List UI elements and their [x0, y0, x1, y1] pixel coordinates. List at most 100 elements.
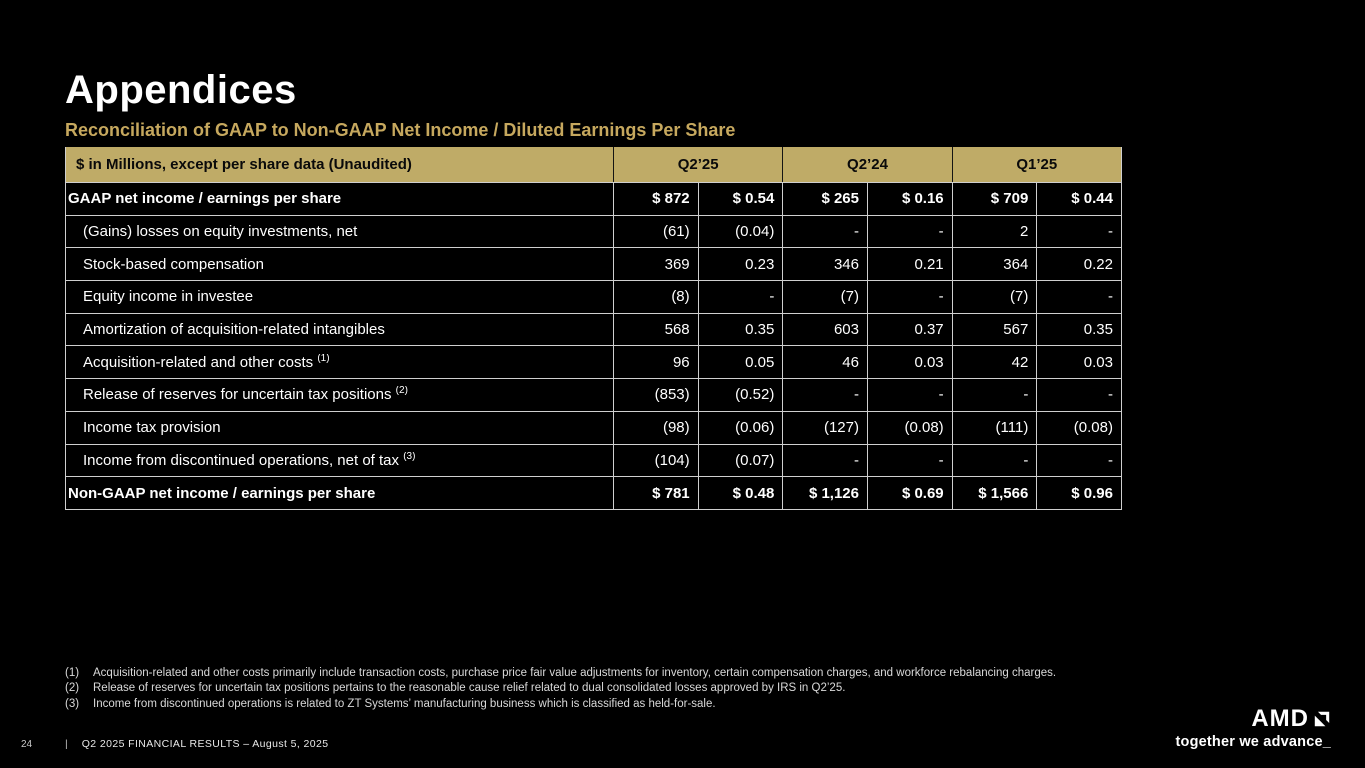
cell-value: - — [697, 281, 783, 313]
amd-wordmark: AMD — [1251, 705, 1309, 732]
footnote-line: (2) Release of reserves for uncertain tax… — [65, 681, 1056, 696]
row-label: Release of reserves for uncertain tax po… — [83, 386, 408, 404]
table-row: (Gains) losses on equity investments, ne… — [66, 214, 1121, 248]
cell-value: $ 1,566 — [951, 477, 1037, 509]
cell-value: 603 — [782, 313, 867, 346]
cell-value: 46 — [782, 346, 867, 379]
row-label: Non-GAAP net income / earnings per share — [68, 484, 376, 502]
cell-value: $ 0.48 — [697, 477, 783, 509]
cell-value: 0.03 — [866, 346, 952, 379]
cell-value: $ 0.16 — [866, 183, 952, 215]
cell-value: $ 709 — [951, 183, 1037, 215]
row-label: Income tax provision — [83, 419, 221, 437]
cell-value: (104) — [613, 444, 698, 477]
row-label: Stock-based compensation — [83, 255, 264, 273]
footnote-marker: (2) — [395, 386, 408, 397]
cell-value: - — [1036, 444, 1121, 477]
cell-value: (98) — [613, 411, 698, 444]
page-number: 24 — [21, 739, 33, 750]
cell-value: $ 0.44 — [1036, 183, 1121, 215]
cell-value: $ 0.54 — [697, 183, 783, 215]
cell-value: - — [866, 444, 952, 477]
cell-value: (0.52) — [697, 379, 783, 411]
cell-value: 0.03 — [1036, 346, 1121, 379]
cell-value: $ 0.96 — [1036, 477, 1121, 509]
cell-value: (61) — [613, 215, 698, 248]
footnote-marker: (3) — [403, 451, 416, 462]
table-row: Acquisition-related and other costs (1) 9… — [66, 345, 1121, 379]
table-body: GAAP net income / earnings per share $ 87… — [66, 182, 1121, 509]
cell-value: - — [1036, 281, 1121, 313]
cell-value: 0.21 — [866, 248, 952, 281]
cell-value: (127) — [782, 411, 867, 444]
cell-value: 369 — [613, 248, 698, 281]
cell-value: (0.06) — [697, 411, 783, 444]
table-header-label: $ in Millions, except per share data (Un… — [76, 156, 412, 173]
row-label: (Gains) losses on equity investments, ne… — [83, 223, 358, 241]
cell-value: 96 — [613, 346, 698, 379]
cell-value: (7) — [782, 281, 867, 313]
amd-arrow-icon — [1314, 711, 1330, 727]
table-row: Stock-based compensation 369 0.23 346 0.21 36… — [66, 247, 1121, 281]
table-row: GAAP net income / earnings per share $ 87… — [66, 182, 1121, 215]
row-label: Amortization of acquisition-related inta… — [83, 321, 385, 339]
cell-value: - — [1036, 379, 1121, 411]
row-label: GAAP net income / earnings per share — [68, 190, 342, 208]
cell-value: - — [866, 281, 952, 313]
cell-value: 0.37 — [866, 313, 952, 346]
cell-value: (111) — [951, 411, 1037, 444]
footnote-text: Release of reserves for uncertain tax po… — [93, 682, 846, 695]
footer-text: Q2 2025 FINANCIAL RESULTS – August 5, 20… — [81, 738, 329, 750]
cell-value: - — [951, 444, 1037, 477]
cell-value: (853) — [613, 379, 698, 411]
cell-value: $ 781 — [613, 477, 698, 509]
table-header-row: $ in Millions, except per share data (Un… — [66, 147, 1121, 182]
column-header-q2-25: Q2’25 — [613, 147, 782, 182]
cell-value: (0.04) — [697, 215, 783, 248]
cell-value: - — [782, 215, 867, 248]
cell-value: $ 0.69 — [866, 477, 952, 509]
table-row: Income tax provision (98) (0.06) (127) (0.08… — [66, 410, 1121, 444]
cell-value: 0.23 — [697, 248, 783, 281]
cell-value: $ 872 — [613, 183, 698, 215]
cell-value: (0.07) — [697, 444, 783, 477]
table-row: Income from discontinued operations, net… — [66, 443, 1121, 477]
cell-value: 0.35 — [697, 313, 783, 346]
footnote-text: Income from discontinued operations is r… — [93, 697, 716, 710]
table-row: Release of reserves for uncertain tax po… — [66, 378, 1121, 411]
cell-value: (7) — [951, 281, 1037, 313]
footnote-number: (2) — [65, 682, 80, 695]
cell-value: - — [782, 379, 867, 411]
cell-value: 0.35 — [1036, 313, 1121, 346]
cell-value: 0.05 — [697, 346, 783, 379]
cell-value: 568 — [613, 313, 698, 346]
page-title: Appendices — [65, 68, 297, 112]
footer-divider: | — [65, 738, 68, 750]
cell-value: 2 — [951, 215, 1037, 248]
amd-logo: AMD together we advance_ — [1175, 707, 1332, 751]
cell-value: (0.08) — [1036, 411, 1121, 444]
cell-value: 567 — [951, 313, 1037, 346]
column-header-q1-25: Q1’25 — [951, 147, 1121, 182]
footnote-text: Acquisition-related and other costs prim… — [93, 667, 1057, 679]
row-label: Income from discontinued operations, net… — [83, 451, 416, 469]
cell-value: - — [782, 444, 867, 477]
amd-logo-row: AMD — [1251, 707, 1331, 731]
row-label: Equity income in investee — [83, 288, 254, 306]
cell-value: (8) — [613, 281, 698, 313]
footnote-line: (3) Income from discontinued operations i… — [65, 697, 1056, 712]
footer: | Q2 2025 FINANCIAL RESULTS – August 5, … — [65, 738, 329, 750]
column-header-q2-24: Q2’24 — [782, 147, 951, 182]
reconciliation-table: $ in Millions, except per share data (Un… — [65, 147, 1122, 510]
cell-value: $ 1,126 — [782, 477, 867, 509]
cell-value: - — [866, 215, 952, 248]
cell-value: - — [951, 379, 1037, 411]
row-label: Acquisition-related and other costs (1) — [83, 353, 330, 371]
cell-value: 364 — [951, 248, 1037, 281]
footnote-line: (1) Acquisition-related and other costs p… — [65, 666, 1056, 681]
cell-value: (0.08) — [866, 411, 952, 444]
amd-tagline: together we advance_ — [1175, 734, 1331, 750]
slide-subtitle: Reconciliation of GAAP to Non-GAAP Net I… — [65, 120, 736, 140]
table-row: Non-GAAP net income / earnings per share… — [66, 476, 1121, 509]
